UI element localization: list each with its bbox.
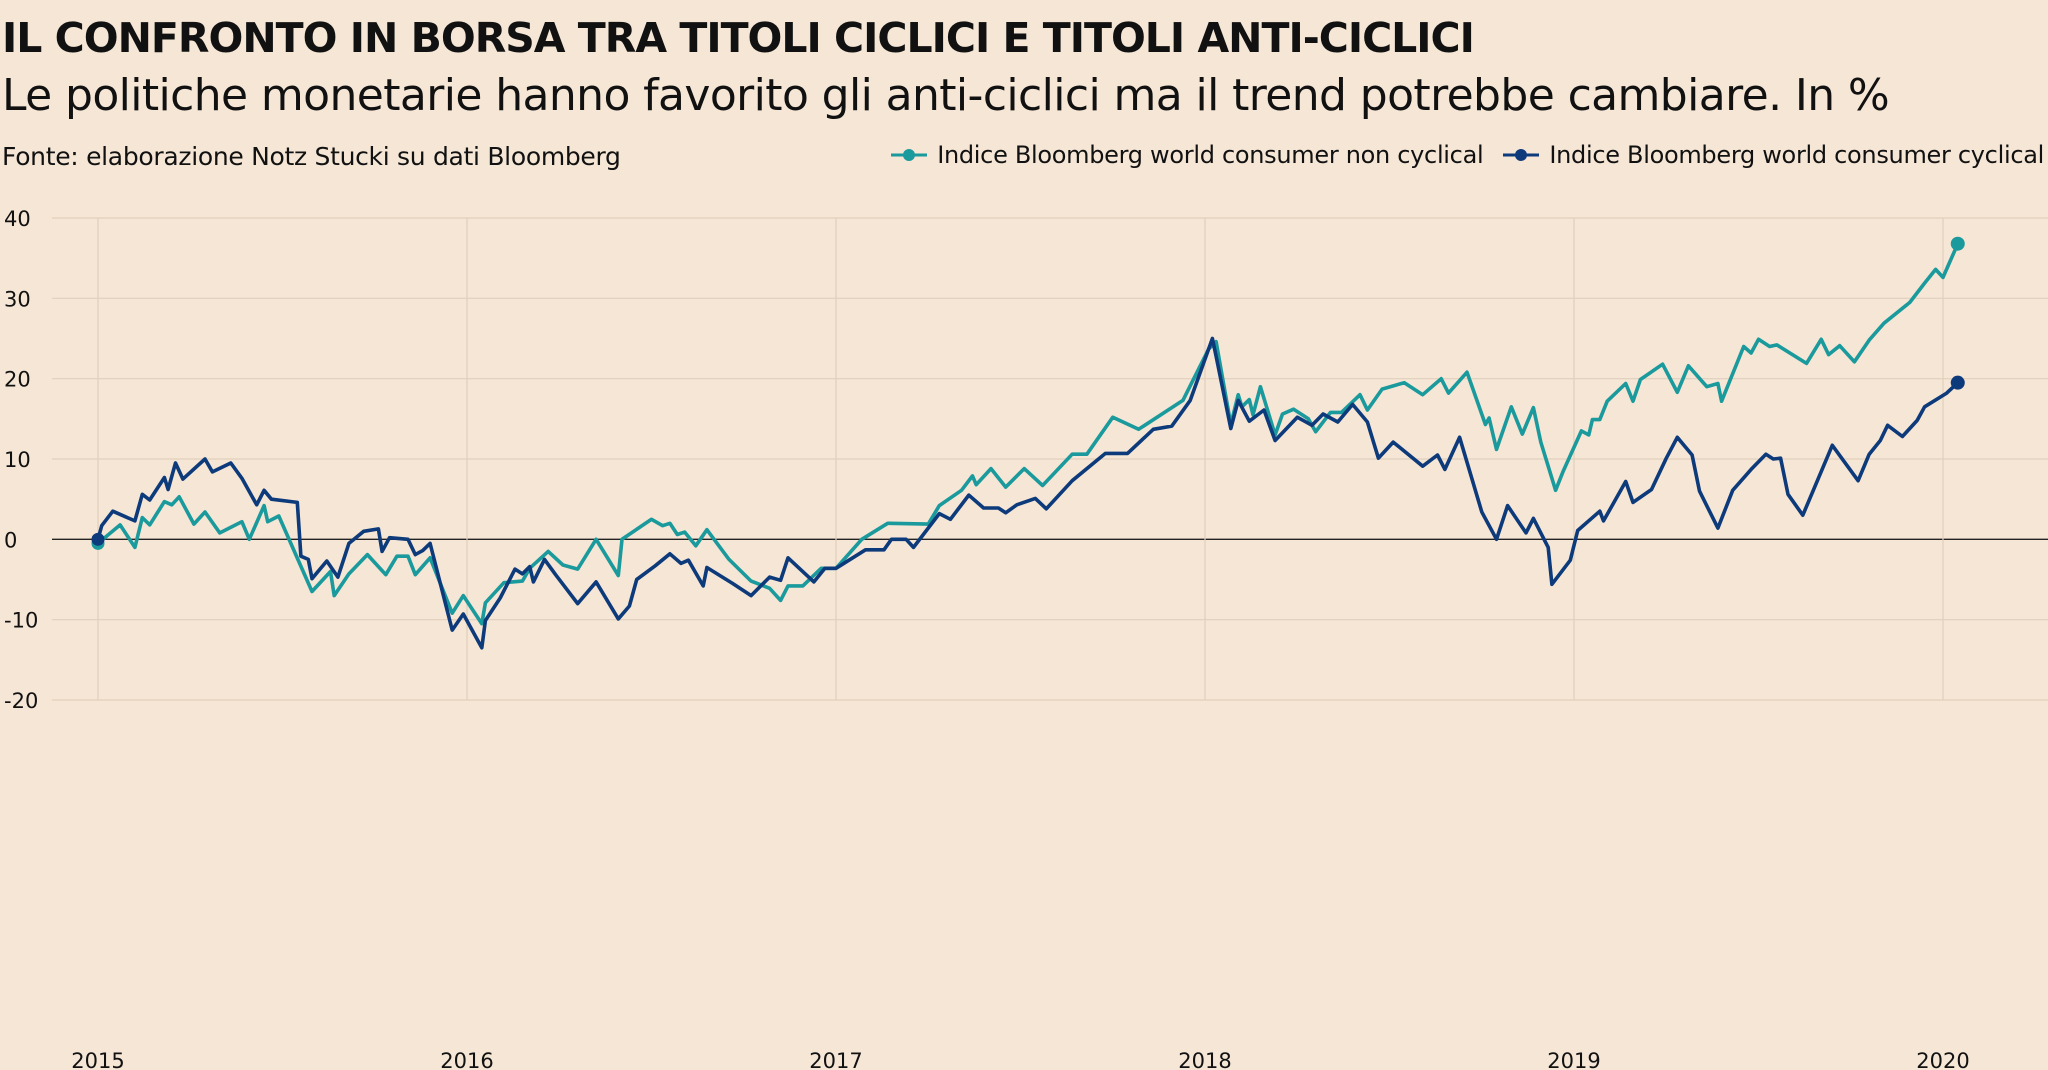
x-tick-label: 2017 bbox=[809, 1049, 862, 1070]
y-tick-label: 30 bbox=[4, 287, 31, 311]
chart-subtitle: Le politiche monetarie hanno favorito gl… bbox=[2, 70, 1890, 121]
y-tick-label: 0 bbox=[4, 528, 17, 552]
grid bbox=[52, 217, 2048, 701]
x-tick-label: 2019 bbox=[1547, 1049, 1600, 1070]
legend-marker-cyclical bbox=[1503, 149, 1540, 161]
legend-label: Indice Bloomberg world consumer non cycl… bbox=[937, 141, 1484, 169]
x-tick-label: 2018 bbox=[1178, 1049, 1231, 1070]
start-point-marker bbox=[91, 532, 105, 546]
y-tick-label: 20 bbox=[4, 368, 31, 392]
legend-marker-non-cyclical bbox=[891, 149, 928, 161]
y-axis-ticks: 40 30 20 10 0 -10 -20 bbox=[4, 207, 38, 713]
series-line-non-cyclical bbox=[96, 242, 1960, 626]
series-line-cyclical bbox=[96, 336, 1960, 650]
legend-item-non-cyclical: Indice Bloomberg world consumer non cycl… bbox=[889, 141, 1484, 169]
y-tick-label: 40 bbox=[4, 207, 31, 231]
legend: Indice Bloomberg world consumer non cycl… bbox=[889, 141, 2044, 169]
chart-title: IL CONFRONTO IN BORSA TRA TITOLI CICLICI… bbox=[2, 14, 1475, 62]
series-lines bbox=[91, 236, 1965, 650]
source-note: Fonte: elaborazione Notz Stucki su dati … bbox=[2, 142, 621, 171]
legend-label: Indice Bloomberg world consumer cyclical bbox=[1549, 141, 2044, 169]
x-tick-label: 2015 bbox=[71, 1049, 124, 1070]
x-tick-label: 2016 bbox=[440, 1049, 493, 1070]
y-tick-label: -20 bbox=[4, 689, 38, 713]
y-tick-label: -10 bbox=[4, 609, 38, 633]
end-point-marker bbox=[1950, 375, 1965, 390]
end-point-marker bbox=[1950, 236, 1965, 251]
y-tick-label: 10 bbox=[4, 448, 31, 472]
legend-item-cyclical: Indice Bloomberg world consumer cyclical bbox=[1501, 141, 2044, 169]
x-axis-ticks: 2015 2016 2017 2018 2019 2020 bbox=[71, 1049, 1969, 1070]
x-tick-label: 2020 bbox=[1916, 1049, 1969, 1070]
